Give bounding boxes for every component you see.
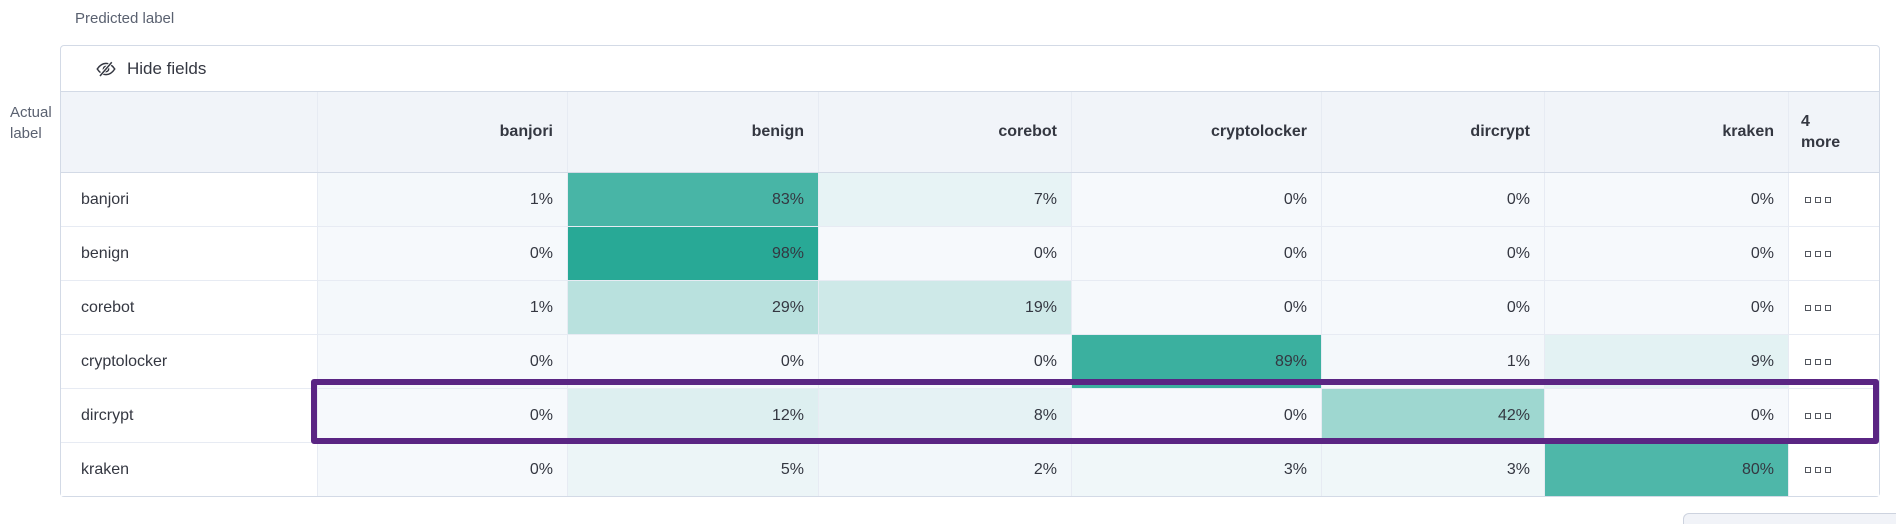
- column-header-corebot[interactable]: corebot: [818, 92, 1071, 172]
- row-label-kraken[interactable]: kraken: [81, 460, 130, 478]
- cell-corebot-kraken[interactable]: 0%: [1544, 281, 1788, 334]
- horizontal-scrollbar[interactable]: [1683, 513, 1896, 524]
- cell-kraken-cryptolocker[interactable]: 3%: [1071, 443, 1321, 496]
- row-expand-ellipsis-icon[interactable]: [1788, 443, 1879, 496]
- row-expand-ellipsis-icon[interactable]: [1788, 281, 1879, 334]
- cell-dircrypt-corebot[interactable]: 8%: [818, 389, 1071, 442]
- data-grid: Hide fields banjori benign corebot cryptolo…: [60, 45, 1880, 497]
- matrix-row-cryptolocker: cryptolocker 0% 0% 0% 89% 1% 9%: [61, 335, 1879, 389]
- header-corner-cell: [61, 92, 317, 172]
- cell-corebot-corebot[interactable]: 19%: [818, 281, 1071, 334]
- row-label-cryptolocker[interactable]: cryptolocker: [81, 352, 168, 370]
- matrix-rows: banjori 1% 83% 7% 0% 0% 0% benign 0% 98% 0% 0% 0% 0% c…: [61, 173, 1879, 496]
- row-expand-ellipsis-icon[interactable]: [1788, 389, 1879, 442]
- column-header-kraken[interactable]: kraken: [1544, 92, 1788, 172]
- cell-benign-dircrypt[interactable]: 0%: [1321, 227, 1544, 280]
- row-label-dircrypt[interactable]: dircrypt: [81, 406, 134, 424]
- cell-kraken-banjori[interactable]: 0%: [317, 443, 567, 496]
- cell-cryptolocker-banjori[interactable]: 0%: [317, 335, 567, 388]
- cell-banjori-banjori[interactable]: 1%: [317, 173, 567, 226]
- cell-cryptolocker-dircrypt[interactable]: 1%: [1321, 335, 1544, 388]
- header-more-columns-cell[interactable]: 4 more: [1788, 92, 1879, 172]
- matrix-row-banjori: banjori 1% 83% 7% 0% 0% 0%: [61, 173, 1879, 227]
- cell-corebot-benign[interactable]: 29%: [567, 281, 818, 334]
- cell-banjori-cryptolocker[interactable]: 0%: [1071, 173, 1321, 226]
- row-label-benign[interactable]: benign: [81, 244, 130, 262]
- hide-fields-button[interactable]: Hide fields: [61, 46, 1879, 92]
- actual-axis-label: Actual label: [10, 104, 52, 142]
- cell-banjori-corebot[interactable]: 7%: [818, 173, 1071, 226]
- cell-benign-banjori[interactable]: 0%: [317, 227, 567, 280]
- row-expand-ellipsis-icon[interactable]: [1788, 227, 1879, 280]
- predicted-axis-label: Predicted label: [75, 10, 175, 27]
- cell-kraken-benign[interactable]: 5%: [567, 443, 818, 496]
- cell-dircrypt-kraken[interactable]: 0%: [1544, 389, 1788, 442]
- row-expand-ellipsis-icon[interactable]: [1788, 335, 1879, 388]
- cell-kraken-kraken[interactable]: 80%: [1544, 443, 1788, 496]
- eye-closed-icon: [96, 59, 116, 79]
- hide-fields-label: Hide fields: [127, 58, 207, 78]
- cell-cryptolocker-corebot[interactable]: 0%: [818, 335, 1071, 388]
- cell-dircrypt-benign[interactable]: 12%: [567, 389, 818, 442]
- column-header-cryptolocker[interactable]: cryptolocker: [1071, 92, 1321, 172]
- column-header-banjori[interactable]: banjori: [317, 92, 567, 172]
- matrix-row-corebot: corebot 1% 29% 19% 0% 0% 0%: [61, 281, 1879, 335]
- cell-banjori-dircrypt[interactable]: 0%: [1321, 173, 1544, 226]
- row-label-corebot[interactable]: corebot: [81, 298, 135, 316]
- cell-corebot-dircrypt[interactable]: 0%: [1321, 281, 1544, 334]
- cell-corebot-banjori[interactable]: 1%: [317, 281, 567, 334]
- cell-cryptolocker-cryptolocker[interactable]: 89%: [1071, 335, 1321, 388]
- row-expand-ellipsis-icon[interactable]: [1788, 173, 1879, 226]
- header-row: banjori benign corebot cryptolocker dircrypt…: [61, 92, 1879, 173]
- cell-cryptolocker-benign[interactable]: 0%: [567, 335, 818, 388]
- cell-benign-benign[interactable]: 98%: [567, 227, 818, 280]
- column-header-benign[interactable]: benign: [567, 92, 818, 172]
- cell-benign-cryptolocker[interactable]: 0%: [1071, 227, 1321, 280]
- cell-dircrypt-cryptolocker[interactable]: 0%: [1071, 389, 1321, 442]
- cell-corebot-cryptolocker[interactable]: 0%: [1071, 281, 1321, 334]
- cell-cryptolocker-kraken[interactable]: 9%: [1544, 335, 1788, 388]
- matrix-row-kraken: kraken 0% 5% 2% 3% 3% 80%: [61, 443, 1879, 496]
- matrix-row-dircrypt: dircrypt 0% 12% 8% 0% 42% 0%: [61, 389, 1879, 443]
- cell-dircrypt-banjori[interactable]: 0%: [317, 389, 567, 442]
- cell-benign-corebot[interactable]: 0%: [818, 227, 1071, 280]
- more-columns-label: 4 more: [1801, 113, 1841, 151]
- row-label-banjori[interactable]: banjori: [81, 190, 130, 208]
- cell-benign-kraken[interactable]: 0%: [1544, 227, 1788, 280]
- cell-dircrypt-dircrypt[interactable]: 42%: [1321, 389, 1544, 442]
- cell-kraken-corebot[interactable]: 2%: [818, 443, 1071, 496]
- cell-banjori-benign[interactable]: 83%: [567, 173, 818, 226]
- column-header-dircrypt[interactable]: dircrypt: [1321, 92, 1544, 172]
- cell-kraken-dircrypt[interactable]: 3%: [1321, 443, 1544, 496]
- cell-banjori-kraken[interactable]: 0%: [1544, 173, 1788, 226]
- matrix-row-benign: benign 0% 98% 0% 0% 0% 0%: [61, 227, 1879, 281]
